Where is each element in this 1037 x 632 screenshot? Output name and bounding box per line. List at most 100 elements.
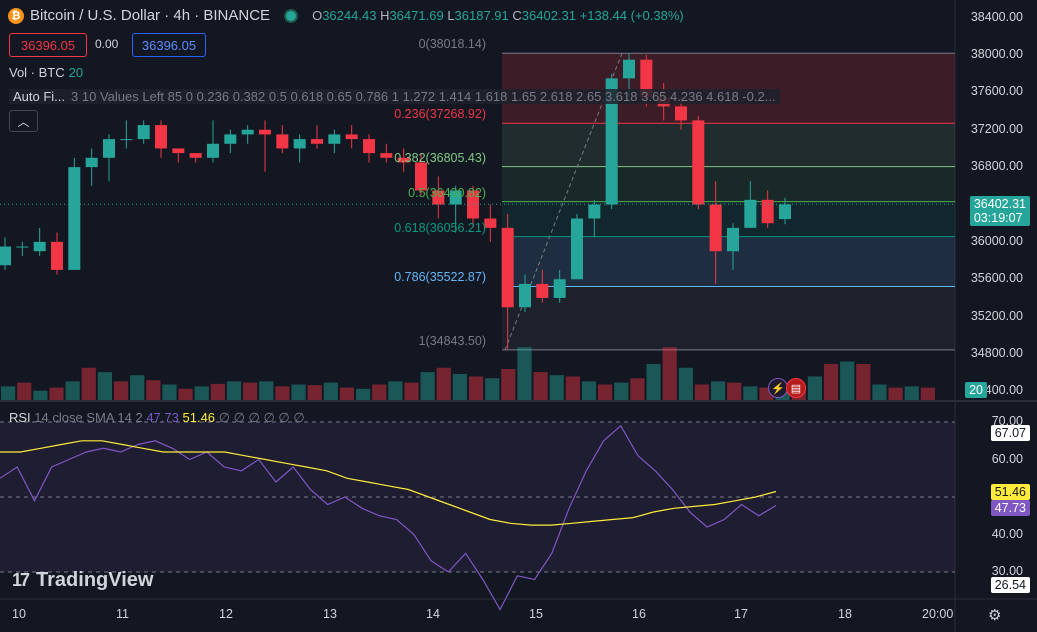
candle-body xyxy=(172,148,185,154)
candle-body xyxy=(241,129,254,135)
volume-tag: 20 xyxy=(965,382,987,398)
volume-bar xyxy=(339,387,355,400)
price-axis-label: 35600.00 xyxy=(970,271,1023,286)
volume-bar xyxy=(130,375,145,400)
volume-bar xyxy=(727,382,742,400)
candle-body xyxy=(501,227,514,308)
candle-body xyxy=(744,199,757,228)
volume-bar xyxy=(436,367,451,400)
candle-body xyxy=(224,134,237,144)
spread-value: 0.00 xyxy=(95,37,119,51)
candle-body xyxy=(103,139,115,158)
candle-body xyxy=(432,190,445,205)
rsi-pane xyxy=(0,402,955,598)
candle-body xyxy=(33,241,46,252)
volume-bar xyxy=(420,372,435,400)
fib-legend[interactable]: Auto Fi... 3 10 Values Left 85 0 0.236 0.… xyxy=(9,89,780,104)
candle-body xyxy=(692,120,705,205)
candle-body xyxy=(345,134,358,140)
candle-body xyxy=(640,59,653,98)
volume-bar xyxy=(678,367,693,400)
candle-body xyxy=(571,218,583,280)
volume-bar xyxy=(888,387,903,400)
rsi-sma-line xyxy=(0,440,777,526)
lightning-event-icon[interactable]: ⚡ xyxy=(768,378,788,398)
sell-button[interactable]: 36396.05 xyxy=(9,33,87,57)
volume-bar xyxy=(178,388,193,400)
volume-bar xyxy=(598,384,613,400)
candle-body xyxy=(0,246,11,266)
rsi-axis-label: 70.00 xyxy=(991,414,1023,428)
price-axis-label: 36000.00 xyxy=(970,233,1023,248)
time-axis-label: 14 xyxy=(426,607,440,621)
candle-body xyxy=(415,162,427,191)
volume-bar xyxy=(920,387,935,400)
candle-body xyxy=(623,59,635,79)
candle-body xyxy=(675,106,687,121)
fib-level-label: 0.236(37268.92) xyxy=(394,107,486,122)
volume-bar xyxy=(97,372,113,400)
bitcoin-icon: ₿ xyxy=(8,7,24,24)
candle-body xyxy=(709,204,722,252)
time-axis-label: 16 xyxy=(632,607,646,621)
volume-bar xyxy=(226,381,242,400)
tradingview-logo[interactable]: 17 TradingView xyxy=(12,569,154,591)
low-value: 36187.91 xyxy=(454,8,509,23)
candle-body xyxy=(311,139,323,144)
volume-bar xyxy=(840,361,855,400)
time-axis-label: 12 xyxy=(219,607,233,621)
candle-body xyxy=(588,204,601,219)
rsi-axis-label: 60.00 xyxy=(991,451,1023,466)
volume-bar xyxy=(372,384,387,400)
volume-legend[interactable]: Vol · BTC 20 xyxy=(9,65,84,80)
candle-body xyxy=(363,139,375,154)
rsi-axis-label: 40.00 xyxy=(991,526,1023,541)
collapse-legend-button[interactable]: ︿ xyxy=(9,110,38,132)
time-axis-label: 17 xyxy=(734,607,748,621)
candle-body xyxy=(51,241,63,270)
candle-body xyxy=(761,199,774,224)
symbol-title[interactable]: Bitcoin / U.S. Dollar · 4h · BINANCE xyxy=(30,7,271,24)
price-axis-label: 37600.00 xyxy=(970,84,1023,99)
volume-bar xyxy=(113,381,129,400)
change-value: +138.44 (+0.38%) xyxy=(579,8,684,23)
time-axis-label: 20:00 xyxy=(922,607,954,621)
volume-bar xyxy=(243,382,258,400)
volume-bar xyxy=(49,387,64,400)
volume-bar xyxy=(710,381,726,400)
candle-body xyxy=(276,134,289,149)
price-axis-label: 38000.00 xyxy=(970,47,1023,61)
candle-body xyxy=(536,283,549,298)
volume-bar xyxy=(856,364,871,400)
volume-bar xyxy=(291,384,306,400)
candle-body xyxy=(779,204,791,220)
high-value: 36471.69 xyxy=(389,8,444,23)
current-price-value: 36402.31 xyxy=(973,197,1026,212)
candle-body xyxy=(484,218,497,228)
volume-bar xyxy=(807,376,823,400)
volume-bar xyxy=(694,384,710,400)
fib-level-label: 0.382(36805.43) xyxy=(394,150,486,165)
candle-body xyxy=(328,134,341,144)
volume-bar xyxy=(388,381,403,400)
volume-bar xyxy=(81,367,96,400)
volume-bar xyxy=(646,364,661,400)
candle-body xyxy=(207,143,219,158)
volume-bar xyxy=(662,347,677,400)
time-axis-label: 11 xyxy=(116,607,129,621)
rsi-legend[interactable]: RSI 14 close SMA 14 2 47.73 51.46 ∅ ∅ ∅ … xyxy=(9,410,305,425)
rsi-value-tag: 47.73 xyxy=(990,499,1030,516)
gear-icon[interactable]: ⚙ xyxy=(988,607,1002,624)
market-status-icon xyxy=(284,8,299,23)
us-flag-event-icon[interactable]: ▤ xyxy=(786,378,806,398)
price-axis-label: 38400.00 xyxy=(970,9,1023,24)
buy-button[interactable]: 36396.05 xyxy=(132,33,206,57)
time-axis-label: 18 xyxy=(838,607,852,621)
volume-bar xyxy=(307,385,322,400)
tradingview-mark-icon: 17 xyxy=(12,570,30,590)
candle-body xyxy=(85,157,98,168)
rsi-line xyxy=(0,424,777,611)
price-axis-label: 35200.00 xyxy=(970,308,1023,323)
time-axis-label: 15 xyxy=(529,607,543,621)
